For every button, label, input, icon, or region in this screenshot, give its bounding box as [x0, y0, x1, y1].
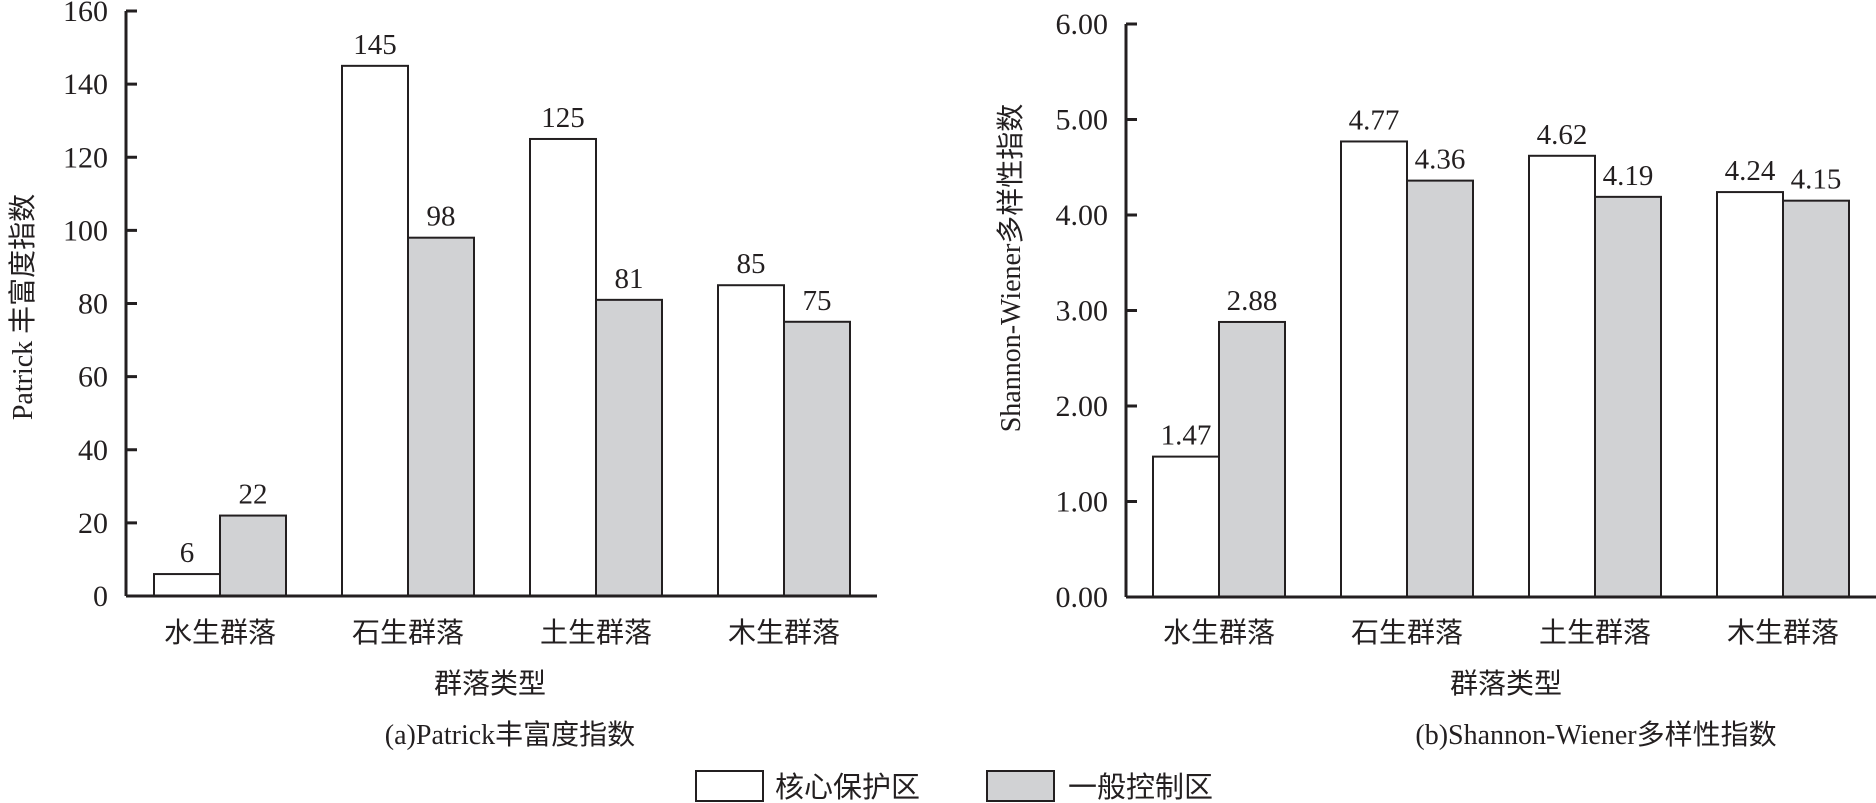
chart-title: (a)Patrick丰富度指数: [385, 719, 635, 751]
data-label: 4.36: [1415, 144, 1466, 176]
bar: [1152, 455, 1220, 598]
data-label: 81: [615, 263, 644, 295]
bar: [1594, 195, 1662, 598]
bar: [717, 284, 785, 597]
x-tick-label: 石生群落: [352, 617, 464, 649]
bar: [1218, 320, 1286, 598]
x-axis-label: 群落类型: [1450, 668, 1562, 700]
y-tick-label: 40: [78, 434, 108, 467]
data-label: 4.19: [1603, 160, 1654, 192]
y-tick-label: 60: [78, 361, 108, 394]
data-label: 1.47: [1161, 420, 1212, 452]
bar: [407, 236, 475, 597]
legend: 核心保护区 一般控制区: [695, 770, 1213, 803]
bar: [219, 514, 287, 597]
y-tick-label: 80: [78, 288, 108, 321]
legend-label-general: 一般控制区: [1068, 771, 1213, 803]
y-tick-label: 160: [63, 0, 108, 28]
y-tick-label: 1.00: [1056, 486, 1109, 519]
data-label: 75: [803, 285, 832, 317]
bar: [595, 298, 663, 597]
bar: [1340, 140, 1408, 598]
y-tick-label: 100: [63, 214, 108, 247]
data-label: 125: [541, 102, 585, 134]
y-tick-label: 6.00: [1056, 8, 1109, 41]
data-label: 4.62: [1537, 119, 1588, 151]
x-tick-label: 石生群落: [1351, 617, 1463, 649]
bar: [1528, 154, 1596, 598]
y-axis-label: Shannon-Wiener多样性指数: [995, 104, 1027, 433]
x-tick-label: 土生群落: [540, 617, 652, 649]
y-tick-label: 2.00: [1056, 390, 1109, 423]
data-label: 85: [737, 248, 766, 280]
y-tick-label: 4.00: [1056, 199, 1109, 232]
data-label: 22: [239, 479, 268, 511]
bar: [1406, 179, 1474, 598]
x-tick-label: 木生群落: [728, 617, 840, 649]
bar: [529, 137, 597, 597]
data-label: 4.77: [1349, 104, 1400, 136]
y-tick-label: 120: [63, 141, 108, 174]
x-axis-label: 群落类型: [434, 668, 546, 700]
y-tick-label: 0: [93, 580, 108, 613]
data-label: 2.88: [1227, 285, 1278, 317]
data-label: 145: [353, 29, 397, 61]
chart-panel-b: 1.47 4.77 4.62 4.24 2.88 4.36 4.19 4.15 0.00 1.00…: [995, 8, 1876, 751]
bar: [341, 64, 409, 597]
x-tick-label: 水生群落: [164, 617, 276, 649]
y-axis-label: Patrick 丰富度指数: [7, 194, 39, 420]
data-label: 4.24: [1725, 155, 1776, 187]
legend-swatch-core: [695, 770, 764, 802]
y-tick-label: 140: [63, 68, 108, 101]
bar: [783, 320, 851, 597]
legend-swatch-general: [986, 770, 1055, 802]
x-tick-label: 木生群落: [1727, 617, 1839, 649]
chart-title: (b)Shannon-Wiener多样性指数: [1415, 719, 1776, 751]
data-label: 4.15: [1791, 164, 1842, 196]
y-tick-label: 3.00: [1056, 295, 1109, 328]
bar: [153, 573, 221, 597]
y-tick-label: 0.00: [1056, 581, 1109, 614]
data-label: 98: [427, 201, 456, 233]
data-label: 6: [180, 537, 195, 569]
legend-label-core: 核心保护区: [775, 771, 920, 803]
x-tick-label: 土生群落: [1539, 617, 1651, 649]
y-tick-label: 5.00: [1056, 104, 1109, 137]
x-tick-label: 水生群落: [1163, 617, 1275, 649]
bar: [1782, 199, 1850, 599]
bar: [1716, 191, 1784, 599]
y-tick-label: 20: [78, 507, 108, 540]
chart-panel-a: 6 145 125 85 22 98 81 75 0 20 40 60 80 100 120 140 160 水生…: [7, 0, 877, 751]
